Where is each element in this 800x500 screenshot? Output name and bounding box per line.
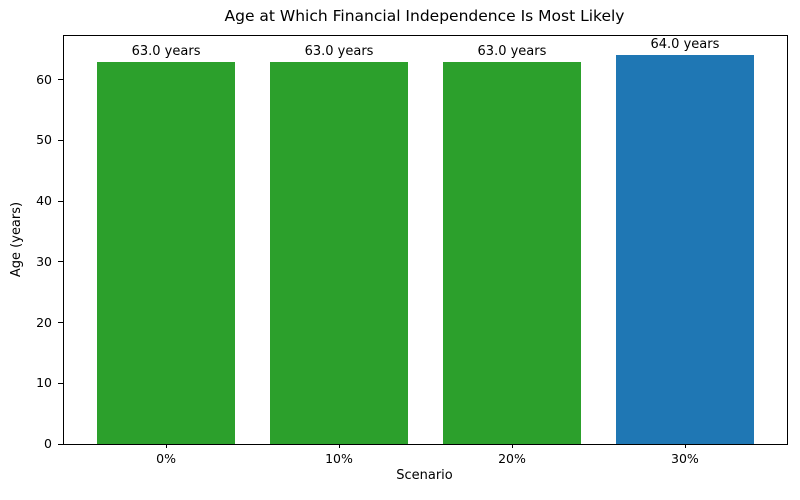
y-tick-mark	[58, 200, 63, 202]
y-tick-mark	[58, 382, 63, 384]
bar-value-label: 63.0 years	[131, 43, 201, 59]
y-tick-label: 30	[36, 253, 52, 269]
y-tick-label: 50	[36, 132, 52, 148]
x-tick-label: 20%	[498, 451, 526, 466]
bar	[615, 55, 755, 444]
bar-value-label: 63.0 years	[304, 43, 374, 59]
y-tick-label: 20	[36, 314, 52, 330]
x-tick-label: 10%	[325, 451, 353, 466]
y-tick-label: 0	[44, 436, 52, 451]
bar-value-label: 63.0 years	[477, 43, 547, 59]
y-tick-label: 40	[36, 193, 52, 209]
x-tick-label: 0%	[156, 451, 176, 466]
x-tick-mark	[684, 444, 686, 448]
x-tick-mark	[166, 444, 168, 448]
bar	[442, 61, 582, 444]
x-axis-label: Scenario	[396, 468, 453, 483]
x-tick-mark	[511, 444, 513, 448]
y-tick-mark	[58, 443, 63, 445]
bar-value-label: 64.0 years	[650, 37, 720, 53]
y-tick-mark	[58, 79, 63, 81]
y-tick-mark	[58, 322, 63, 324]
y-tick-mark	[58, 139, 63, 141]
y-tick-label: 10	[36, 375, 52, 391]
bar	[96, 61, 236, 444]
y-tick-label: 60	[36, 71, 52, 87]
x-tick-mark	[339, 444, 341, 448]
x-tick-label: 30%	[671, 451, 699, 466]
y-tick-mark	[58, 261, 63, 263]
bar	[269, 61, 409, 444]
chart-title: Age at Which Financial Independence Is M…	[224, 7, 625, 25]
plot-area: 63.0 years 0% 63.0 years 10% 63.0 years 20% 64…	[36, 35, 788, 466]
